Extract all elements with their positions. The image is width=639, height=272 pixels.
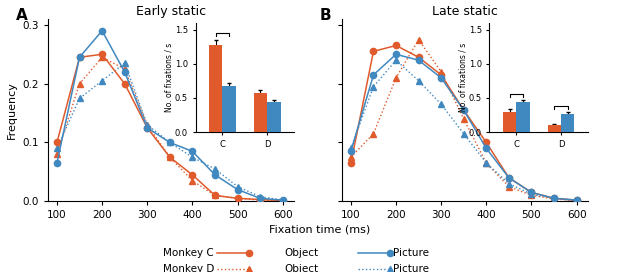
Text: Picture: Picture bbox=[393, 264, 429, 272]
Y-axis label: Frequency: Frequency bbox=[7, 81, 17, 139]
Text: Picture: Picture bbox=[393, 248, 429, 258]
Text: A: A bbox=[16, 8, 27, 23]
Text: Monkey C: Monkey C bbox=[164, 248, 214, 258]
Title: Late static: Late static bbox=[432, 5, 498, 18]
Text: Object: Object bbox=[284, 248, 318, 258]
Text: Object: Object bbox=[284, 264, 318, 272]
Title: Early static: Early static bbox=[136, 5, 206, 18]
Text: Monkey D: Monkey D bbox=[163, 264, 214, 272]
Text: Fixation time (ms): Fixation time (ms) bbox=[269, 225, 370, 235]
Text: B: B bbox=[320, 8, 332, 23]
